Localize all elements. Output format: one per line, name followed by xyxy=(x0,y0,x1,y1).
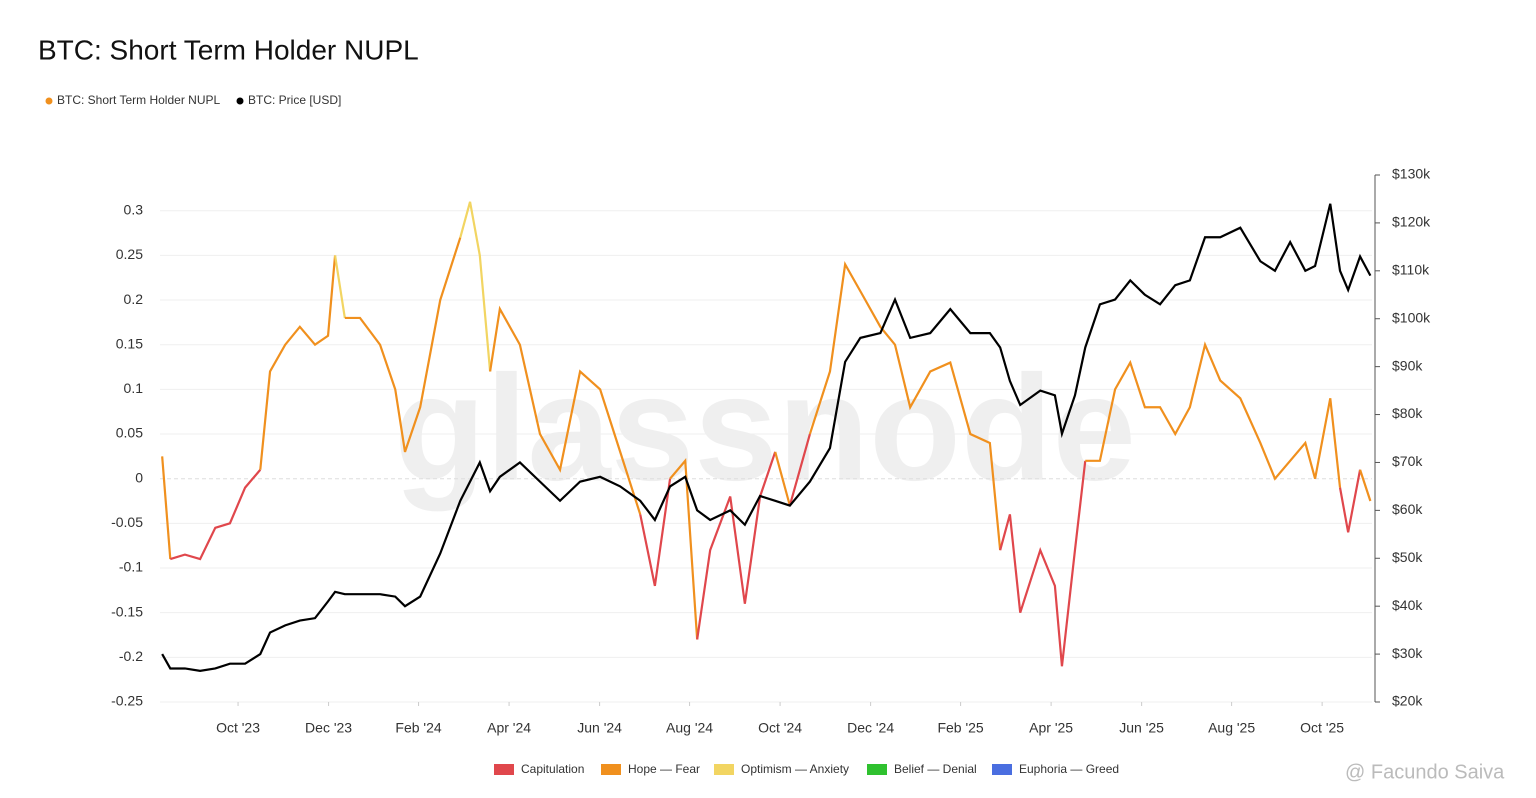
x-tick-label: Dec '23 xyxy=(305,720,352,736)
legend-label: BTC: Short Term Holder NUPL xyxy=(57,93,220,107)
y2-tick-label: $20k xyxy=(1392,693,1423,709)
zone-swatch xyxy=(867,764,887,775)
legend-dot xyxy=(236,97,244,105)
y-tick-label: -0.1 xyxy=(119,559,143,575)
credit: @ Facundo Saiva xyxy=(1345,761,1505,783)
chart-title: BTC: Short Term Holder NUPL xyxy=(38,34,419,65)
zone-swatch xyxy=(494,764,514,775)
zone-label: Hope — Fear xyxy=(628,762,700,776)
x-tick-label: Dec '24 xyxy=(847,720,894,736)
y-tick-label: -0.25 xyxy=(111,693,143,709)
nupl-line xyxy=(1338,469,1362,533)
nupl-line xyxy=(639,478,672,587)
y-tick-label: 0.05 xyxy=(116,425,143,441)
y2-tick-label: $40k xyxy=(1392,597,1423,613)
y2-tick-label: $50k xyxy=(1392,549,1423,565)
y2-tick-label: $130k xyxy=(1392,166,1431,182)
watermark: glassnode xyxy=(394,344,1136,512)
nupl-line xyxy=(808,260,1002,551)
y2-tick-label: $30k xyxy=(1392,645,1423,661)
x-tick-label: Aug '25 xyxy=(1208,720,1255,736)
zone-swatch xyxy=(714,764,734,775)
nupl-line xyxy=(169,469,262,561)
nupl-line xyxy=(774,451,791,506)
y-tick-label: 0.1 xyxy=(124,380,144,396)
zone-label: Belief — Denial xyxy=(894,762,977,776)
x-tick-label: Apr '24 xyxy=(487,720,531,736)
x-tick-label: Feb '24 xyxy=(395,720,441,736)
nupl-line xyxy=(696,451,777,640)
x-tick-label: Oct '25 xyxy=(1300,720,1344,736)
y-tick-label: -0.05 xyxy=(111,514,143,530)
y-tick-label: -0.15 xyxy=(111,603,143,619)
nupl-line xyxy=(669,458,699,640)
y2-tick-label: $120k xyxy=(1392,214,1431,230)
x-tick-label: Jun '25 xyxy=(1119,720,1164,736)
nupl-line xyxy=(489,305,642,515)
zone-label: Euphoria — Greed xyxy=(1019,762,1119,776)
y2-tick-label: $100k xyxy=(1392,309,1431,325)
y2-tick-label: $110k xyxy=(1392,262,1430,278)
zone-swatch xyxy=(992,764,1012,775)
y-tick-label: 0.2 xyxy=(124,291,144,307)
zone-label: Optimism — Anxiety xyxy=(741,762,849,776)
x-tick-label: Aug '24 xyxy=(666,720,713,736)
nupl-line xyxy=(333,255,346,319)
nupl-line xyxy=(1359,469,1372,502)
x-tick-label: Feb '25 xyxy=(937,720,983,736)
y2-tick-label: $80k xyxy=(1392,405,1423,421)
y2-tick-label: $70k xyxy=(1392,453,1423,469)
y2-tick-label: $60k xyxy=(1392,501,1423,517)
zone-label: Capitulation xyxy=(521,762,584,776)
price-line xyxy=(161,203,1372,672)
y2-tick-label: $90k xyxy=(1392,357,1423,373)
nupl-line xyxy=(1085,341,1342,488)
legend-dot xyxy=(45,97,53,105)
y-tick-label: 0.15 xyxy=(116,335,143,351)
y-tick-label: 0.3 xyxy=(124,201,144,217)
nupl-line xyxy=(999,460,1087,667)
y-tick-label: 0.25 xyxy=(116,246,143,262)
y-tick-label: 0 xyxy=(135,469,143,485)
x-tick-label: Oct '24 xyxy=(758,720,802,736)
x-tick-label: Oct '23 xyxy=(216,720,260,736)
nupl-line xyxy=(788,433,811,506)
nupl-line xyxy=(344,237,462,453)
x-tick-label: Jun '24 xyxy=(577,720,622,736)
y-tick-label: -0.2 xyxy=(119,648,143,664)
nupl-line xyxy=(459,201,492,372)
zone-swatch xyxy=(601,764,621,775)
nupl-line xyxy=(161,456,172,560)
x-tick-label: Apr '25 xyxy=(1029,720,1073,736)
legend-label: BTC: Price [USD] xyxy=(248,93,341,107)
nupl-line xyxy=(259,255,337,470)
